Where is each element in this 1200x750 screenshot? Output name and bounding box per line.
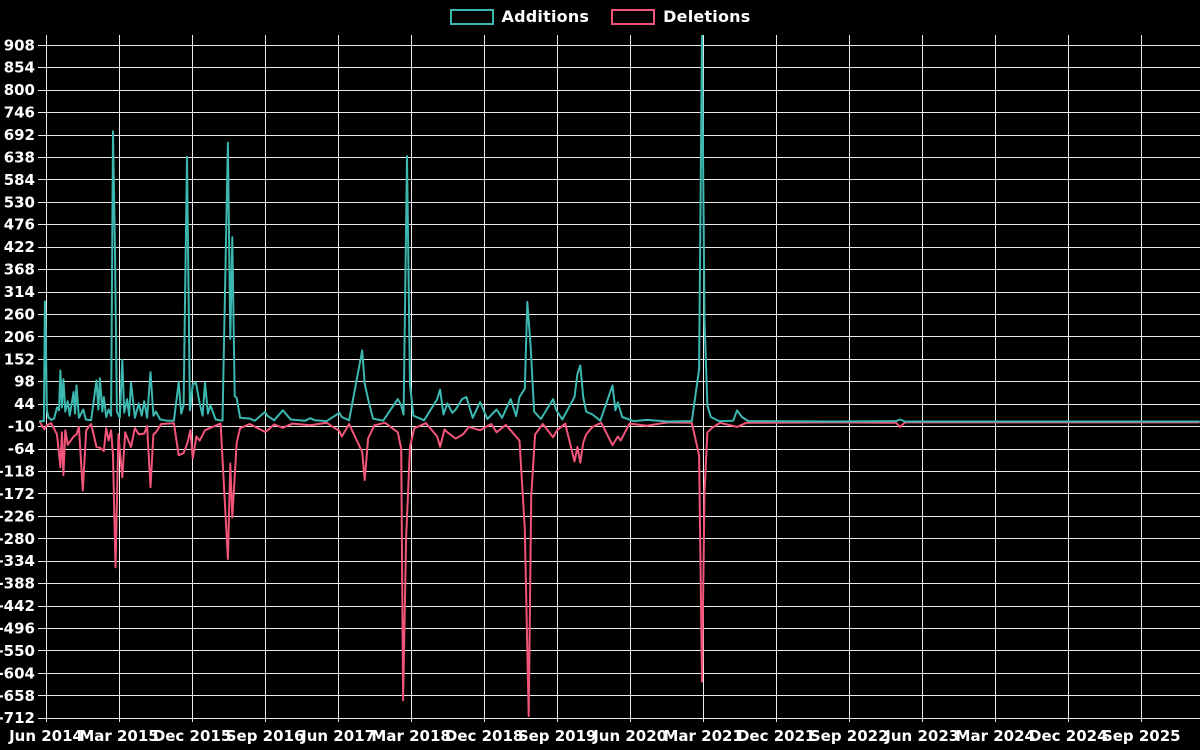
- y-tick-label: 422: [4, 238, 35, 256]
- y-tick-label: -226: [0, 507, 35, 525]
- y-tick-label: 476: [4, 216, 35, 234]
- x-tick-label: Sep 2025: [1102, 727, 1181, 745]
- y-tick-label: -64: [8, 440, 35, 458]
- series-line-additions: [39, 34, 1200, 423]
- y-tick-label: 692: [4, 126, 35, 144]
- y-tick-label: -118: [0, 462, 35, 480]
- x-tick-label: Jun 2017: [300, 727, 375, 745]
- y-tick-label: 98: [14, 373, 35, 391]
- y-tick-label: -334: [0, 552, 35, 570]
- x-tick-label: Sep 2022: [810, 727, 889, 745]
- x-tick-label: Sep 2019: [518, 727, 597, 745]
- x-tick-label: Jun 2014: [8, 727, 83, 745]
- y-tick-label: 638: [4, 148, 35, 166]
- series-line-deletions: [39, 421, 1200, 717]
- y-tick-label: 44: [14, 395, 35, 413]
- y-tick-label: 908: [4, 36, 35, 54]
- y-tick-label: 746: [4, 104, 35, 122]
- y-tick-label: -280: [0, 530, 35, 548]
- y-tick-label: -388: [0, 575, 35, 593]
- y-tick-label: -604: [0, 664, 35, 682]
- y-tick-label: 854: [4, 59, 35, 77]
- y-tick-label: -172: [0, 485, 35, 503]
- x-tick-label: Jun 2020: [592, 727, 667, 745]
- x-tick-label: Mar 2021: [663, 727, 742, 745]
- x-tick-label: Dec 2021: [737, 727, 816, 745]
- y-tick-label: 368: [4, 261, 35, 279]
- grid-lines: [38, 35, 1200, 722]
- x-tick-label: Mar 2015: [79, 727, 158, 745]
- y-tick-label: -550: [0, 642, 35, 660]
- y-tick-label: -442: [0, 597, 35, 615]
- y-tick-label: 530: [4, 193, 35, 211]
- y-tick-label: 206: [4, 328, 35, 346]
- y-tick-label: 800: [4, 81, 35, 99]
- x-tick-label: Mar 2024: [956, 727, 1035, 745]
- x-tick-label: Dec 2015: [153, 727, 232, 745]
- x-tick-label: Sep 2016: [226, 727, 305, 745]
- x-tick-label: Dec 2018: [445, 727, 524, 745]
- x-tick-label: Jun 2023: [884, 727, 959, 745]
- y-tick-label: -712: [0, 709, 35, 727]
- x-tick-label: Dec 2024: [1029, 727, 1108, 745]
- y-tick-label: -658: [0, 687, 35, 705]
- y-tick-label: 314: [4, 283, 35, 301]
- y-tick-label: 152: [4, 350, 35, 368]
- x-tick-label: Mar 2018: [371, 727, 450, 745]
- y-tick-label: 584: [4, 171, 35, 189]
- y-tick-label: 260: [4, 305, 35, 323]
- y-tick-label: -10: [8, 418, 35, 436]
- y-tick-label: -496: [0, 619, 35, 637]
